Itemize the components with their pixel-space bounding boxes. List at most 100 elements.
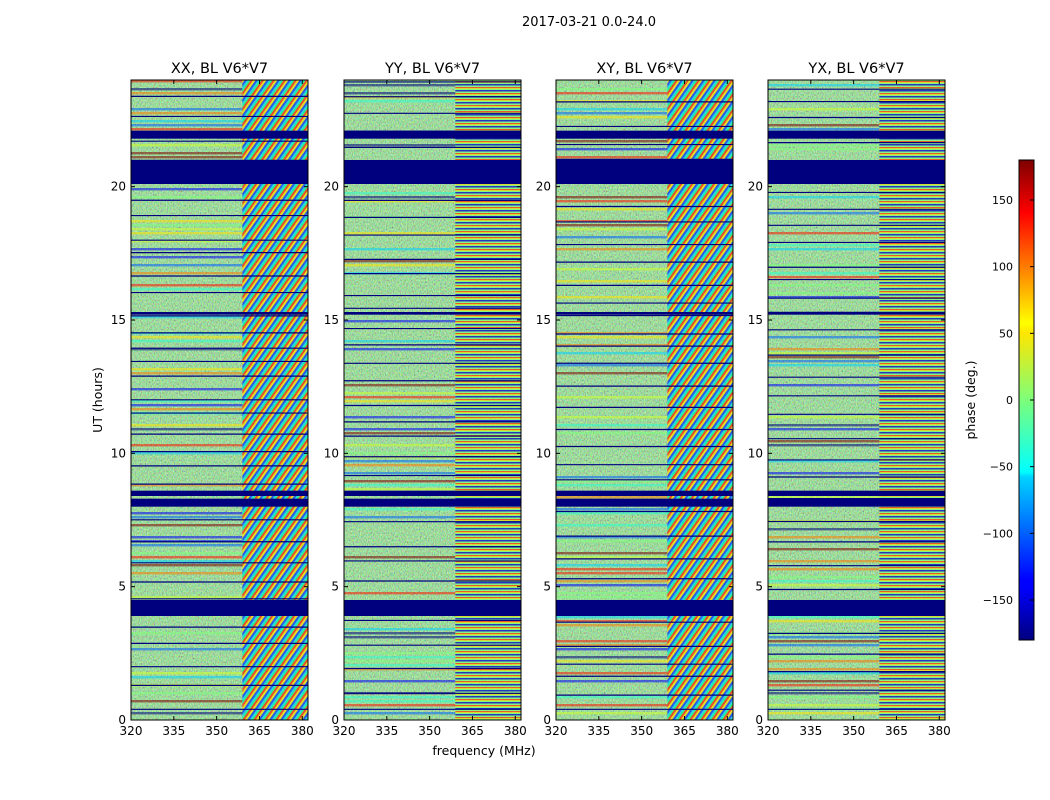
flagged-band	[131, 160, 308, 184]
noise-row	[344, 516, 456, 519]
flagged-band	[344, 498, 521, 507]
noise-row	[344, 444, 456, 447]
noise-row	[131, 632, 243, 635]
noise-row	[768, 680, 880, 683]
noise-row	[556, 704, 668, 707]
y-tick-label: 20	[324, 180, 339, 194]
noise-row	[131, 284, 243, 287]
y-tick-label: 0	[331, 713, 339, 727]
flagged-band	[131, 490, 308, 496]
noise-row	[556, 364, 668, 367]
noise-row	[768, 232, 880, 235]
flagged-band	[344, 160, 521, 184]
noise-row	[768, 576, 880, 579]
noise-row	[131, 400, 243, 403]
noise-row	[344, 556, 456, 559]
noise-row	[344, 668, 456, 671]
noise-row	[131, 144, 243, 147]
noise-row	[344, 196, 456, 199]
y-tick-label: 10	[748, 446, 763, 460]
noise-row	[131, 556, 243, 559]
noise-row	[556, 344, 668, 347]
noise-row	[131, 372, 243, 375]
y-tick-label: 10	[324, 446, 339, 460]
noise-row	[131, 128, 243, 131]
y-tick-label: 0	[755, 713, 763, 727]
noise-row	[768, 356, 880, 359]
y-tick-label: 5	[543, 580, 551, 594]
noise-row	[131, 692, 243, 695]
noise-row	[131, 712, 243, 715]
noise-row	[556, 432, 668, 435]
noise-row	[556, 424, 668, 427]
noise-row	[768, 660, 880, 663]
noise-row	[556, 396, 668, 399]
noise-row	[556, 656, 668, 659]
noise-row	[344, 656, 456, 659]
noise-row	[344, 92, 456, 95]
noise-row	[344, 400, 456, 403]
noise-row	[768, 696, 880, 699]
noise-row	[131, 152, 243, 155]
noise-row	[768, 276, 880, 279]
y-tick-label: 5	[331, 580, 339, 594]
x-tick-label: 380	[716, 724, 739, 738]
noise-row	[131, 248, 243, 251]
noise-row	[131, 700, 243, 703]
noise-row	[768, 424, 880, 427]
noise-row	[344, 632, 456, 635]
panel-frame	[767, 79, 946, 721]
x-tick-label: 350	[418, 724, 441, 738]
noise-row	[344, 384, 456, 387]
noise-row	[768, 548, 880, 551]
noise-row	[131, 124, 243, 127]
noise-row	[556, 552, 668, 555]
y-tick-label: 15	[324, 313, 339, 327]
noise-row	[344, 396, 456, 399]
y-tick-label: 10	[111, 446, 126, 460]
x-tick-label: 320	[120, 724, 143, 738]
noise-row	[556, 156, 668, 159]
x-tick-label: 335	[375, 724, 398, 738]
noise-row	[768, 196, 880, 199]
noise-row	[344, 664, 456, 667]
noise-row	[344, 348, 456, 351]
noise-row	[556, 296, 668, 299]
noise-row	[768, 352, 880, 355]
panel-title: YX, BL V6*V7	[807, 61, 904, 77]
panel-frame	[343, 79, 522, 721]
flagged-band	[556, 160, 733, 184]
noise-row	[344, 84, 456, 87]
noise-row	[131, 240, 243, 243]
y-axis-label: UT (hours)	[90, 367, 105, 433]
noise-row	[131, 572, 243, 575]
noise-row	[768, 360, 880, 363]
x-tick-label: 320	[545, 724, 568, 738]
noise-row	[556, 228, 668, 231]
flagged-band	[556, 600, 733, 616]
noise-row	[556, 332, 668, 335]
noise-row	[131, 368, 243, 371]
x-tick-label: 335	[587, 724, 610, 738]
noise-row	[131, 336, 243, 339]
noise-row	[344, 712, 456, 715]
noise-row	[131, 112, 243, 115]
noise-row	[131, 272, 243, 275]
panel-title: XX, BL V6*V7	[171, 61, 268, 77]
noise-row	[344, 100, 456, 103]
noise-row	[344, 480, 456, 483]
noise-row	[768, 384, 880, 387]
noise-row	[768, 560, 880, 563]
noise-row	[131, 596, 243, 599]
noise-row	[556, 268, 668, 271]
noise-row	[556, 100, 668, 103]
y-tick-label: 0	[543, 713, 551, 727]
noise-row	[556, 712, 668, 715]
flagged-band	[768, 130, 945, 139]
noise-row	[556, 92, 668, 95]
flagged-band	[131, 130, 308, 139]
noise-row	[344, 264, 456, 267]
noise-row	[768, 128, 880, 131]
noise-row	[768, 148, 880, 151]
